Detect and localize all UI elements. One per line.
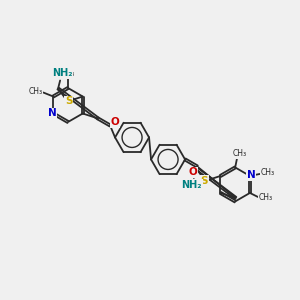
Text: S: S [65, 96, 72, 106]
Text: CH₃: CH₃ [259, 194, 273, 202]
Text: CH₃: CH₃ [232, 149, 246, 158]
Text: S: S [200, 176, 208, 186]
Text: O: O [189, 167, 198, 177]
Text: N: N [48, 109, 57, 118]
Text: NH₂: NH₂ [182, 180, 202, 190]
Text: CH₃: CH₃ [61, 70, 75, 79]
Text: O: O [111, 117, 119, 128]
Text: CH₃: CH₃ [261, 168, 275, 177]
Text: CH₃: CH₃ [28, 87, 42, 96]
Text: N: N [247, 170, 255, 180]
Text: NH₂: NH₂ [52, 68, 72, 79]
